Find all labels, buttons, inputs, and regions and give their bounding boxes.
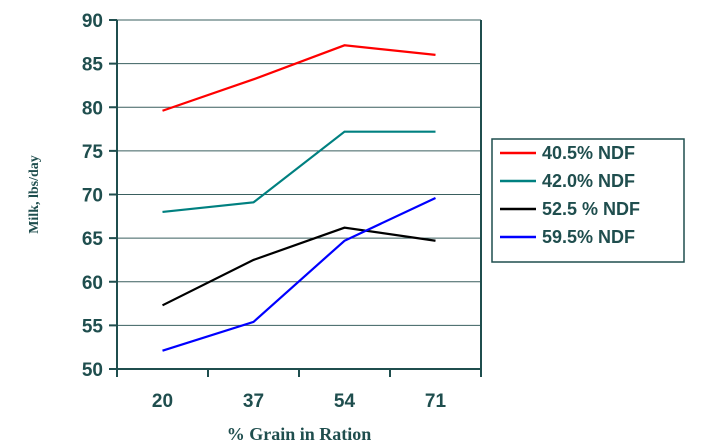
x-tick-label: 20: [152, 391, 173, 412]
series-line-2: [162, 130, 436, 214]
y-tick-label: 65: [82, 229, 104, 250]
y-axis-title: Milk, lbs/day: [27, 155, 42, 234]
series-lines: [162, 44, 436, 352]
legend-label: 52.5 % NDF: [542, 199, 640, 219]
x-axis-title: % Grain in Ration: [227, 424, 372, 444]
legend-box: [491, 138, 685, 263]
x-tick-label: 37: [243, 391, 264, 412]
y-tick-label: 70: [82, 186, 103, 207]
series-line-3: [162, 226, 436, 307]
x-tick-label: 54: [334, 391, 356, 412]
y-tick-label: 55: [82, 316, 104, 337]
axes: [109, 19, 482, 377]
x-tick-label: 71: [425, 391, 447, 412]
y-tick-label: 80: [82, 98, 103, 119]
legend-label: 40.5% NDF: [542, 143, 635, 163]
y-tick-label: 75: [82, 142, 104, 163]
y-tick-label: 90: [82, 11, 103, 32]
tick-labels: 50 55 60 65 70 75 80 85 90 20 37 54 71: [82, 11, 447, 412]
series-line-1: [162, 44, 436, 112]
legend: 40.5% NDF 42.0% NDF 52.5 % NDF 59.5% NDF: [491, 138, 685, 263]
y-tick-label: 50: [82, 360, 103, 381]
y-tick-label: 85: [82, 55, 104, 76]
series-line-4: [162, 196, 436, 352]
gridlines: [117, 19, 481, 326]
legend-label: 42.0% NDF: [542, 171, 635, 191]
y-tick-label: 60: [82, 273, 103, 294]
legend-label: 59.5% NDF: [542, 227, 635, 247]
